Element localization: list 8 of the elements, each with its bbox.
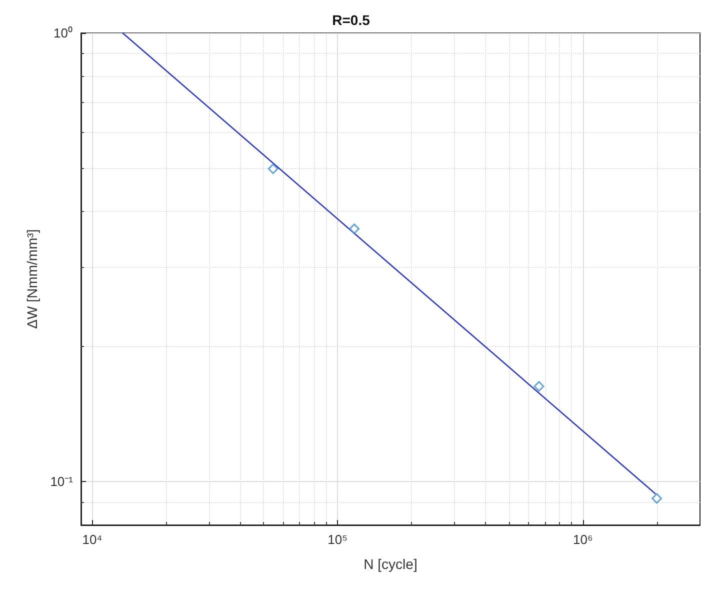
x-tick-label: 10⁶ [573, 532, 593, 547]
x-axis-title: N [cycle] [364, 556, 418, 572]
y-tick-label: 10⁻¹ [50, 474, 74, 490]
y-tick-label: 10⁰ [54, 26, 73, 40]
y-axis-title: ΔW [Nmm/mm³] [24, 229, 40, 329]
x-tick-label: 10⁴ [82, 532, 102, 547]
x-tick-label: 10⁵ [328, 532, 348, 547]
chart-title: R=0.5 [332, 12, 370, 28]
